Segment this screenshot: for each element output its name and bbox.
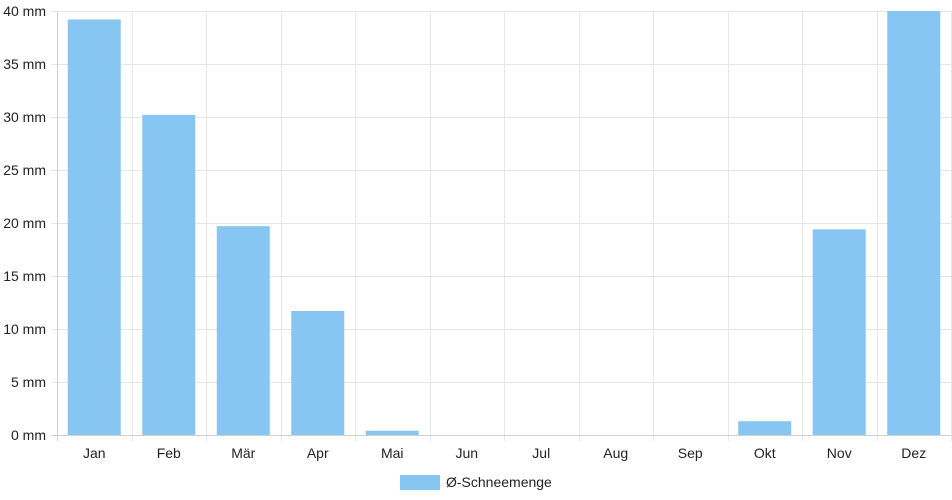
y-tick-label: 15 mm [3,268,46,284]
x-tick-label: Jan [83,445,106,461]
bar-Nov[interactable] [812,229,866,435]
x-tick-label: Nov [827,445,852,461]
bar-Mai[interactable] [365,430,419,435]
y-tick-label: 10 mm [3,321,46,337]
x-tick-label: Sep [678,445,703,461]
y-tick-label: 25 mm [3,162,46,178]
bar-Apr[interactable] [291,310,345,435]
y-tick-label: 0 mm [11,427,46,443]
x-tick-label: Mai [381,445,404,461]
y-tick-label: 35 mm [3,56,46,72]
bar-series [67,11,941,435]
legend-label[interactable]: Ø-Schneemenge [446,474,552,490]
bar-Feb[interactable] [142,114,196,435]
bar-Okt[interactable] [738,421,792,435]
y-tick-label: 20 mm [3,215,46,231]
y-tick-label: 30 mm [3,109,46,125]
x-tick-label: Dez [901,445,926,461]
x-tick-label: Jun [455,445,478,461]
x-tick-label: Aug [603,445,628,461]
x-tick-label: Okt [754,445,776,461]
y-tick-labels: 0 mm 5 mm 10 mm 15 mm 20 mm 25 mm 30 mm 35 mm 40… [3,3,46,443]
x-tick-label: Mär [231,445,255,461]
legend-swatch[interactable] [400,475,440,490]
x-tick-label: Jul [532,445,550,461]
bar-Jan[interactable] [67,19,121,435]
y-tick-label: 40 mm [3,3,46,19]
x-tick-label: Feb [157,445,181,461]
axes [51,11,951,441]
bar-Mär[interactable] [216,226,270,435]
x-tick-labels: Jan Feb Mär Apr Mai Jun Jul Aug Sep Okt Nov Dez [83,445,926,461]
y-tick-label: 5 mm [11,374,46,390]
bar-Dez[interactable] [887,11,941,435]
legend[interactable]: Ø-Schneemenge [400,474,552,490]
x-tick-label: Apr [307,445,329,461]
